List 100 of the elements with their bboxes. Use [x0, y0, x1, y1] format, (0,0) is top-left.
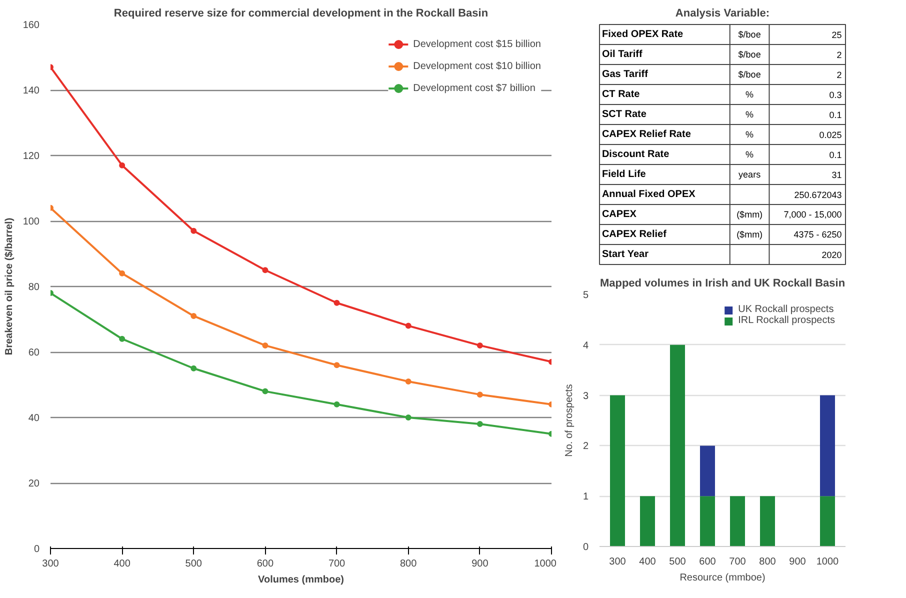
x-tick-label: 400: [639, 556, 656, 568]
bar: [760, 496, 775, 546]
bar: [730, 496, 745, 546]
x-tick-label: 700: [729, 556, 746, 568]
text: 31: [832, 170, 842, 180]
y-tick-label: 5: [582, 290, 589, 301]
x-tick-label: 900: [789, 556, 806, 568]
text: ($mm): [736, 210, 763, 220]
text: Analysis Variable:: [675, 8, 770, 20]
legend-label: Development cost $10 billion: [413, 60, 541, 72]
legend-label: Development cost $7 billion: [413, 82, 536, 94]
point: [334, 300, 340, 306]
x-tick-label: 1000: [534, 558, 557, 570]
category-label: CT Rate: [602, 89, 640, 100]
category-label: CAPEX: [602, 209, 636, 220]
point: [190, 228, 197, 234]
x-tick-label: 300: [609, 556, 626, 568]
x-tick-label: 700: [328, 558, 346, 570]
point: [119, 270, 126, 276]
text: ($mm): [736, 230, 763, 240]
bar: [610, 395, 625, 546]
x-axis-title: Volumes (mmboe): [258, 574, 344, 586]
text: 2020: [822, 250, 842, 260]
category-label: Field Life: [602, 169, 646, 180]
x-tick-label: 600: [256, 558, 274, 570]
y-tick-label: 160: [22, 20, 40, 31]
category-label: SCT Rate: [602, 109, 646, 120]
bar: [700, 496, 715, 546]
text: $/boe: [738, 70, 761, 80]
y-tick-label: 3: [582, 390, 589, 402]
point: [262, 267, 268, 274]
point: [190, 365, 197, 372]
point: [262, 388, 268, 394]
point: [334, 401, 340, 408]
chart-title: Required reserve size for commercial development in the Rockall Basin: [114, 8, 488, 20]
category-label: CAPEX Relief: [602, 229, 666, 240]
category-label: Annual Fixed OPEX: [602, 189, 696, 200]
point: [190, 312, 197, 319]
point: [119, 162, 126, 168]
bar: [700, 446, 715, 496]
text: years: [738, 170, 761, 180]
y-tick-label: 80: [28, 282, 40, 293]
x-tick-label: 500: [185, 558, 202, 570]
x-axis-title: Resource (mmboe): [680, 572, 766, 584]
text: 2: [836, 70, 842, 80]
text: 2: [836, 50, 842, 60]
text: %: [746, 110, 754, 120]
y-tick-label: 0: [582, 542, 589, 553]
text: 0.025: [819, 130, 842, 140]
x-tick-label: 800: [400, 558, 418, 570]
x-tick-label: 800: [759, 556, 776, 568]
text: %: [746, 130, 754, 140]
x-tick-label: 300: [42, 558, 60, 570]
point: [262, 342, 268, 348]
text: $/boe: [738, 50, 761, 60]
category-label: Discount Rate: [602, 149, 670, 160]
category-label: Gas Tariff: [602, 69, 648, 80]
y-tick-label: 1: [582, 492, 589, 503]
point: [476, 392, 483, 398]
point: [405, 414, 412, 420]
y-tick-label: 140: [22, 86, 40, 96]
text: 4375 - 6250: [794, 230, 842, 240]
bar: [640, 496, 655, 546]
bar: [670, 344, 685, 546]
point: [405, 322, 412, 329]
text: 7,000 - 15,000: [784, 210, 842, 220]
x-tick-label: 600: [699, 556, 716, 568]
point: [405, 378, 412, 384]
point: [334, 362, 340, 368]
y-tick-label: 60: [28, 348, 40, 358]
text: 0.1: [829, 110, 842, 120]
y-axis-title: No. of prospects: [564, 384, 575, 457]
legend-label: IRL Rockall prospects: [738, 315, 835, 326]
y-tick-label: 4: [582, 340, 589, 352]
category-label: Start Year: [602, 249, 648, 260]
x-tick-label: 900: [472, 558, 489, 570]
category-label: Fixed OPEX Rate: [602, 29, 684, 40]
y-tick-label: 2: [582, 441, 589, 452]
point: [476, 342, 483, 348]
text: 0.3: [829, 90, 842, 100]
text: %: [746, 150, 754, 160]
y-tick-label: 100: [22, 216, 40, 228]
y-axis-title: Breakeven oil price ($/barrel): [4, 218, 15, 356]
x-tick-label: 400: [114, 558, 131, 570]
bar: [820, 395, 835, 496]
x-tick-label: 1000: [816, 556, 840, 568]
legend-label: UK Rockall prospects: [738, 304, 834, 315]
y-tick-label: 120: [22, 151, 40, 162]
category-label: Oil Tariff: [602, 49, 642, 60]
text: $/boe: [738, 30, 761, 40]
y-tick-label: 40: [28, 413, 40, 424]
legend-label: Development cost $15 billion: [413, 38, 541, 50]
text: 25: [832, 30, 842, 40]
x-tick-label: 500: [669, 556, 686, 568]
text: %: [746, 90, 754, 100]
category-label: CAPEX Relief Rate: [602, 129, 691, 140]
y-tick-label: 0: [34, 544, 40, 555]
chart-title: Mapped volumes in Irish and UK Rockall Basin: [600, 278, 846, 290]
text: 0.1: [829, 150, 842, 160]
point: [119, 336, 126, 342]
